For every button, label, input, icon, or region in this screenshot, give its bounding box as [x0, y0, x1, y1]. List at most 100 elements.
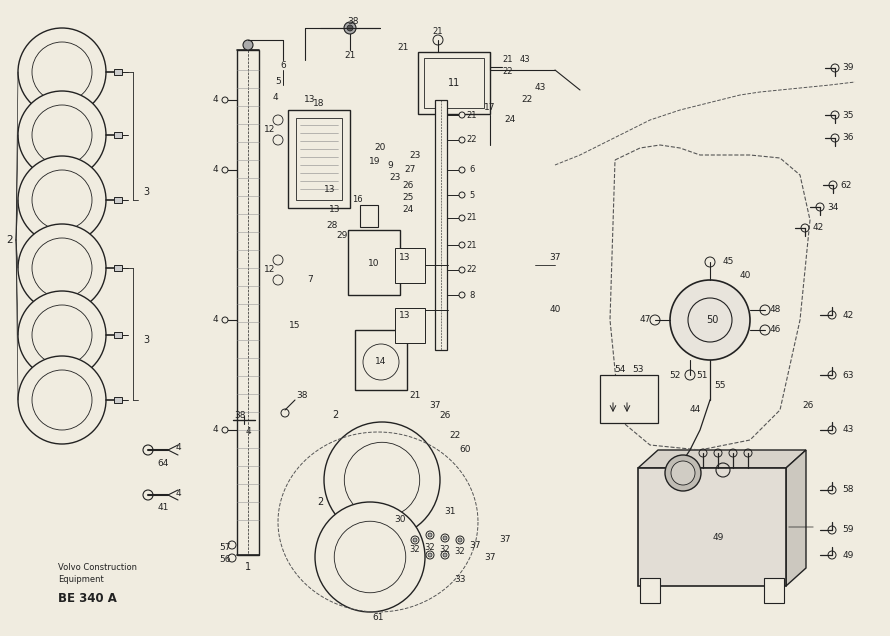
Text: 53: 53 [632, 366, 643, 375]
Circle shape [18, 356, 106, 444]
Text: 10: 10 [368, 258, 380, 268]
Bar [237, 50, 259, 555]
Circle shape [347, 25, 353, 31]
Text: 56: 56 [219, 555, 231, 565]
Circle shape [428, 553, 432, 557]
Text: 4: 4 [212, 165, 218, 174]
Text: 33: 33 [454, 576, 465, 584]
Bar [114, 197, 122, 203]
Text: 57: 57 [219, 544, 231, 553]
Text: 40: 40 [740, 270, 750, 279]
Text: 28: 28 [327, 221, 337, 230]
Circle shape [222, 317, 228, 323]
Bar [114, 69, 122, 75]
Bar [114, 397, 122, 403]
Text: 21: 21 [409, 391, 421, 399]
Text: BE 340 A: BE 340 A [58, 591, 117, 604]
Text: 20: 20 [375, 144, 385, 153]
Text: 38: 38 [234, 410, 246, 420]
Text: 3: 3 [143, 335, 149, 345]
Circle shape [459, 242, 465, 248]
Text: 1: 1 [245, 562, 251, 572]
Text: 30: 30 [394, 516, 406, 525]
Text: 32: 32 [455, 548, 465, 556]
Text: 3: 3 [143, 187, 149, 197]
Text: 19: 19 [369, 158, 381, 167]
Text: 49: 49 [842, 551, 854, 560]
Text: 25: 25 [402, 193, 414, 202]
Text: 14: 14 [376, 357, 386, 366]
Text: 8: 8 [469, 291, 474, 300]
Text: 59: 59 [842, 525, 854, 534]
Circle shape [344, 22, 356, 34]
Text: 32: 32 [409, 546, 420, 555]
Text: 26: 26 [802, 401, 813, 410]
Bar [764, 578, 784, 603]
Text: 32: 32 [440, 546, 450, 555]
Circle shape [459, 292, 465, 298]
Bar [114, 332, 122, 338]
Text: 42: 42 [813, 223, 823, 233]
Text: 37: 37 [484, 553, 496, 562]
Text: 64: 64 [158, 459, 169, 467]
Text: 45: 45 [723, 258, 733, 266]
Text: 43: 43 [534, 83, 546, 92]
Text: 12: 12 [264, 125, 276, 134]
Text: 51: 51 [696, 371, 708, 380]
Text: 40: 40 [549, 305, 561, 314]
Circle shape [459, 137, 465, 143]
Circle shape [671, 461, 695, 485]
Circle shape [18, 91, 106, 179]
Text: 22: 22 [503, 67, 514, 76]
Text: 2: 2 [332, 410, 338, 420]
Text: 11: 11 [448, 78, 460, 88]
Text: 2: 2 [317, 497, 323, 507]
Circle shape [459, 112, 465, 118]
Text: 21: 21 [344, 50, 356, 60]
Text: 24: 24 [402, 205, 414, 214]
Circle shape [18, 224, 106, 312]
Bar [114, 265, 122, 271]
Text: 23: 23 [389, 174, 400, 183]
Text: 13: 13 [304, 95, 316, 104]
Text: 4: 4 [175, 488, 181, 497]
Bar [395, 308, 425, 343]
Text: 9: 9 [387, 160, 392, 170]
Bar [114, 132, 122, 138]
Text: 4: 4 [212, 315, 218, 324]
Text: 13: 13 [324, 186, 336, 195]
Text: 5: 5 [275, 78, 281, 86]
Circle shape [413, 538, 417, 542]
Text: 21: 21 [433, 27, 443, 36]
Text: Volvo Construction: Volvo Construction [58, 563, 137, 572]
Text: 47: 47 [639, 315, 651, 324]
Text: 5: 5 [469, 191, 474, 200]
Bar [638, 468, 786, 586]
Text: 21: 21 [503, 55, 514, 64]
Text: 60: 60 [459, 445, 471, 455]
Text: 13: 13 [329, 205, 341, 214]
Bar [435, 100, 447, 350]
Circle shape [428, 533, 432, 537]
Circle shape [324, 422, 440, 538]
Circle shape [459, 167, 465, 173]
Polygon shape [786, 450, 806, 586]
Bar [424, 58, 484, 108]
Bar [600, 375, 658, 423]
Circle shape [18, 156, 106, 244]
Text: 37: 37 [429, 401, 441, 410]
Text: 4: 4 [245, 427, 251, 436]
Text: 31: 31 [444, 508, 456, 516]
Bar [395, 248, 425, 283]
Text: 46: 46 [769, 326, 781, 335]
Text: 52: 52 [669, 371, 681, 380]
Text: 21: 21 [466, 111, 477, 120]
Bar [640, 578, 660, 603]
Text: 7: 7 [307, 275, 313, 284]
Circle shape [670, 280, 750, 360]
Text: 49: 49 [713, 534, 724, 543]
Text: 22: 22 [522, 95, 532, 104]
Bar [418, 52, 490, 114]
Text: 22: 22 [466, 265, 477, 275]
Text: Equipment: Equipment [58, 576, 104, 584]
